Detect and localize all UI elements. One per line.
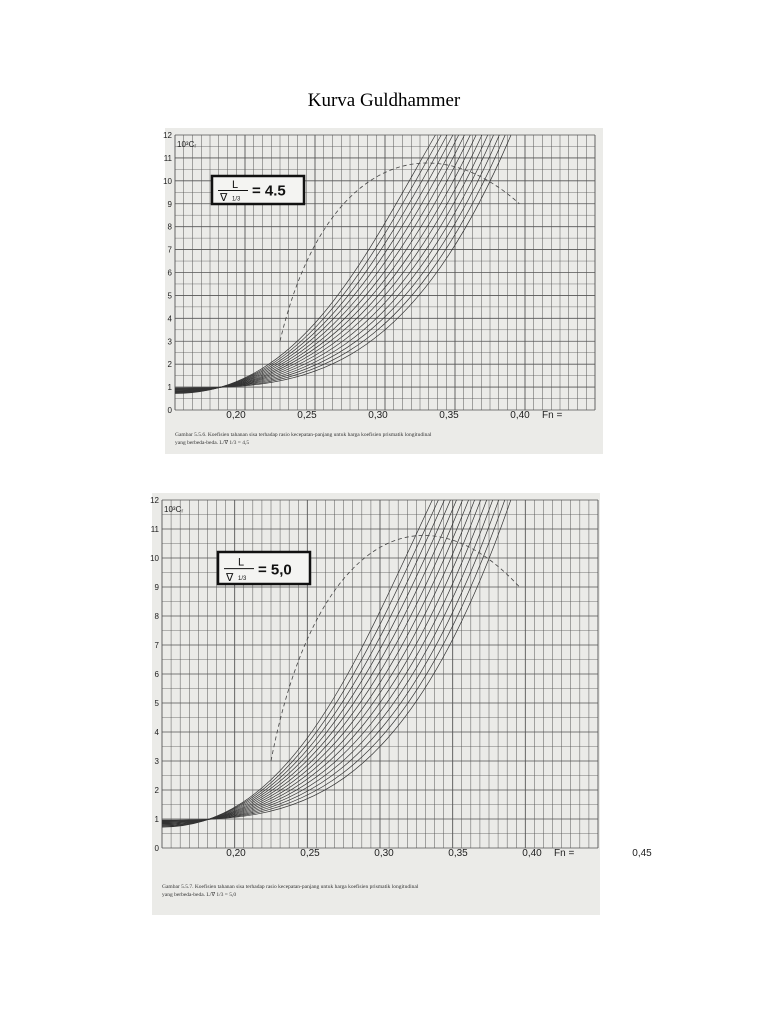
figure-caption: Gambar 5.5.6. Koefisien tahanan sisa ter… (175, 431, 432, 438)
ratio-numerator: L (232, 179, 238, 191)
y-tick-label: 4 (155, 728, 160, 737)
y-tick-label: 2 (168, 360, 173, 369)
x-tick-label: 0,40 (510, 410, 530, 421)
y-tick-label: 9 (168, 200, 173, 209)
y-axis-label: 10³Cᵣ (177, 140, 196, 149)
x-tick-label: 0,30 (368, 410, 388, 421)
y-tick-label: 7 (168, 246, 173, 255)
y-tick-label: 12 (150, 496, 159, 505)
y-tick-label: 3 (168, 337, 173, 346)
resistance-curve (161, 499, 512, 821)
x-tick-label: 0,20 (226, 410, 246, 421)
resistance-curve (174, 134, 512, 389)
y-tick-label: 12 (163, 131, 172, 140)
y-axis-label: 10³Cᵣ (164, 505, 183, 514)
ratio-value: = 5,0 (258, 561, 292, 578)
y-tick-label: 2 (155, 786, 160, 795)
y-tick-label: 11 (151, 525, 160, 534)
y-tick-label: 10 (163, 177, 172, 186)
y-tick-label: 5 (168, 291, 173, 300)
ratio-denominator: ∇ (219, 192, 228, 204)
x-tick-label: 0,45 (632, 848, 652, 859)
envelope-curve (270, 535, 520, 762)
ratio-exponent: 1/3 (238, 576, 247, 582)
y-tick-label: 9 (155, 583, 160, 592)
page-title: Kurva Guldhammer (308, 90, 461, 111)
ratio-value: = 4.5 (252, 183, 286, 200)
x-tick-label: 0,35 (439, 410, 459, 421)
y-tick-label: 4 (168, 314, 173, 323)
x-axis-label: Fn = (554, 848, 574, 859)
x-axis-label: Fn = (542, 410, 562, 421)
figure-caption: Gambar 5.5.7. Koefisien tahanan sisa ter… (162, 883, 419, 890)
ratio-numerator: L (238, 556, 244, 568)
y-tick-label: 8 (155, 612, 160, 621)
y-tick-label: 0 (168, 406, 173, 415)
x-tick-label: 0,20 (226, 848, 246, 859)
y-tick-label: 8 (168, 223, 173, 232)
y-tick-label: 1 (168, 383, 173, 392)
ratio-box (210, 174, 306, 206)
y-tick-label: 10 (150, 554, 159, 563)
y-tick-label: 6 (168, 269, 173, 278)
ratio-exponent: 1/3 (232, 197, 241, 203)
y-tick-label: 1 (155, 815, 160, 824)
x-tick-label: 0,40 (522, 848, 542, 859)
figure-caption: yang berbeda-beda. L/∇ 1/3 = 4,5 (175, 439, 249, 446)
y-tick-label: 6 (155, 670, 160, 679)
y-tick-label: 11 (164, 154, 173, 163)
x-tick-label: 0,25 (297, 410, 317, 421)
y-tick-label: 0 (155, 844, 160, 853)
ratio-box (216, 550, 312, 586)
x-tick-label: 0,30 (374, 848, 394, 859)
y-tick-label: 5 (155, 699, 160, 708)
y-tick-label: 7 (155, 641, 160, 650)
x-tick-label: 0,25 (300, 848, 320, 859)
x-tick-label: 0,35 (448, 848, 468, 859)
y-tick-label: 3 (155, 757, 160, 766)
figure-caption: yang berbeda-beda. L/∇ 1/3 = 5,0 (162, 891, 236, 898)
ratio-denominator: ∇ (225, 572, 234, 584)
